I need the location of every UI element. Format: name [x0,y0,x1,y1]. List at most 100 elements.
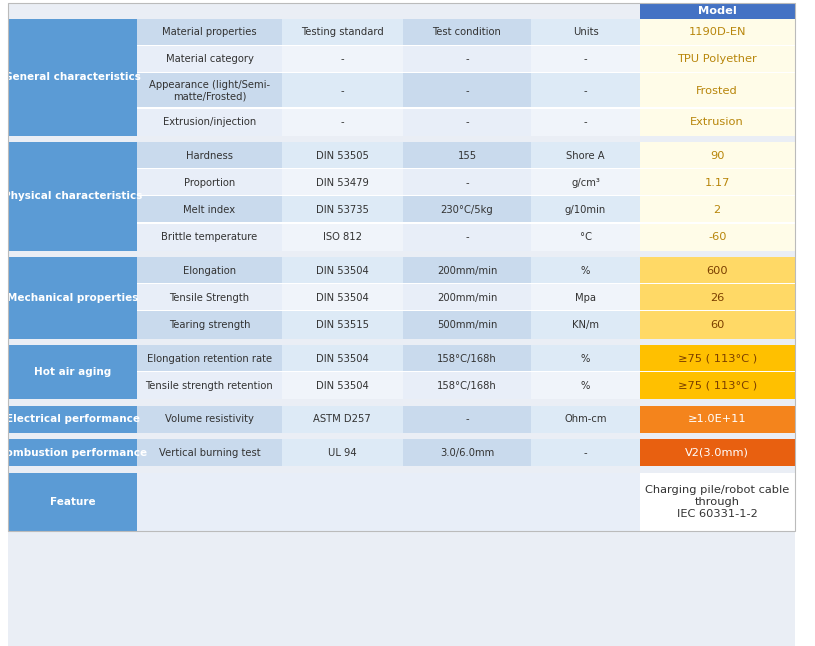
Bar [282,257,403,284]
Bar [8,531,795,646]
Bar [8,19,137,136]
Text: -: - [465,54,469,65]
Bar [640,107,795,109]
Text: Units: Units [573,27,598,37]
Bar [282,136,403,142]
Text: Proportion: Proportion [184,178,235,188]
Text: 26: 26 [710,293,725,303]
Text: 60: 60 [710,320,725,330]
Bar [403,136,531,142]
Bar [8,406,137,433]
Bar [531,196,640,224]
Bar [403,142,531,169]
Bar [137,196,282,224]
Text: Volume resistivity: Volume resistivity [165,414,254,424]
Bar [531,251,640,257]
Bar [403,433,531,439]
Bar [282,339,403,345]
Bar [640,310,795,311]
Bar [282,169,403,196]
Text: Material category: Material category [165,54,253,65]
Bar [403,195,531,196]
Bar [282,142,403,169]
Text: 600: 600 [707,266,728,276]
Text: DIN 53735: DIN 53735 [316,205,368,215]
Bar [640,19,795,46]
Bar [640,284,795,311]
Bar [531,466,640,473]
Text: Frosted: Frosted [696,86,738,96]
Text: Combustion performance: Combustion performance [0,448,147,458]
Text: Tensile Strength: Tensile Strength [170,293,249,303]
Bar [403,45,531,46]
Text: Tensile strength retention: Tensile strength retention [146,380,273,391]
Text: DIN 53479: DIN 53479 [316,178,368,188]
Text: 2: 2 [714,205,720,215]
Bar [8,339,137,345]
Text: Melt index: Melt index [183,205,236,215]
Bar [282,283,403,284]
Text: g/cm³: g/cm³ [571,178,600,188]
Bar [8,433,137,439]
Text: Electrical performance: Electrical performance [6,414,139,424]
Bar [403,196,531,224]
Text: -: - [465,86,469,96]
Bar [531,224,640,251]
Bar [403,466,531,473]
Text: Elongation: Elongation [183,266,236,276]
Bar [282,73,403,109]
Bar [282,466,403,473]
Bar [403,372,531,399]
Bar [282,310,403,311]
Bar [8,466,137,473]
Bar [137,224,282,251]
Bar [640,339,795,345]
Text: Vertical burning test: Vertical burning test [159,448,260,458]
Text: 3.0/6.0mm: 3.0/6.0mm [440,448,494,458]
Bar [640,222,795,224]
Text: Charging pile/robot cable
through
IEC 60331-1-2: Charging pile/robot cable through IEC 60… [645,484,789,519]
Bar [403,46,531,73]
Text: %: % [581,353,590,364]
Bar [8,3,795,531]
Bar [640,473,795,531]
Bar [531,473,640,531]
Bar [403,283,531,284]
Text: Hot air aging: Hot air aging [34,367,111,377]
Bar [137,473,282,531]
Bar [403,169,531,196]
Bar [531,45,640,46]
Bar [137,339,282,345]
Bar [8,345,137,399]
Bar [282,107,403,109]
Bar [403,224,531,251]
Bar [640,73,795,109]
Bar [403,345,531,372]
Text: -: - [465,414,469,424]
Text: 90: 90 [710,151,725,161]
Text: ≥75 ( 113°C ): ≥75 ( 113°C ) [677,353,757,364]
Bar [282,284,403,311]
Bar [640,251,795,257]
Bar [531,345,640,372]
Bar [640,372,795,399]
Bar [137,222,282,224]
Bar [403,73,531,109]
Bar [403,168,531,169]
Text: g/10min: g/10min [565,205,606,215]
Bar [531,311,640,339]
Text: -: - [584,117,588,127]
Bar [403,107,531,109]
Bar [531,195,640,196]
Text: 230°C/5kg: 230°C/5kg [441,205,493,215]
Bar [282,473,403,531]
Bar [640,257,795,284]
Bar [640,345,795,372]
Text: Appearance (light/Semi-
matte/Frosted): Appearance (light/Semi- matte/Frosted) [149,79,270,102]
Bar [640,72,795,73]
Text: UL 94: UL 94 [328,448,357,458]
Bar [531,284,640,311]
Bar [531,433,640,439]
Bar [137,371,282,372]
Bar [640,136,795,142]
